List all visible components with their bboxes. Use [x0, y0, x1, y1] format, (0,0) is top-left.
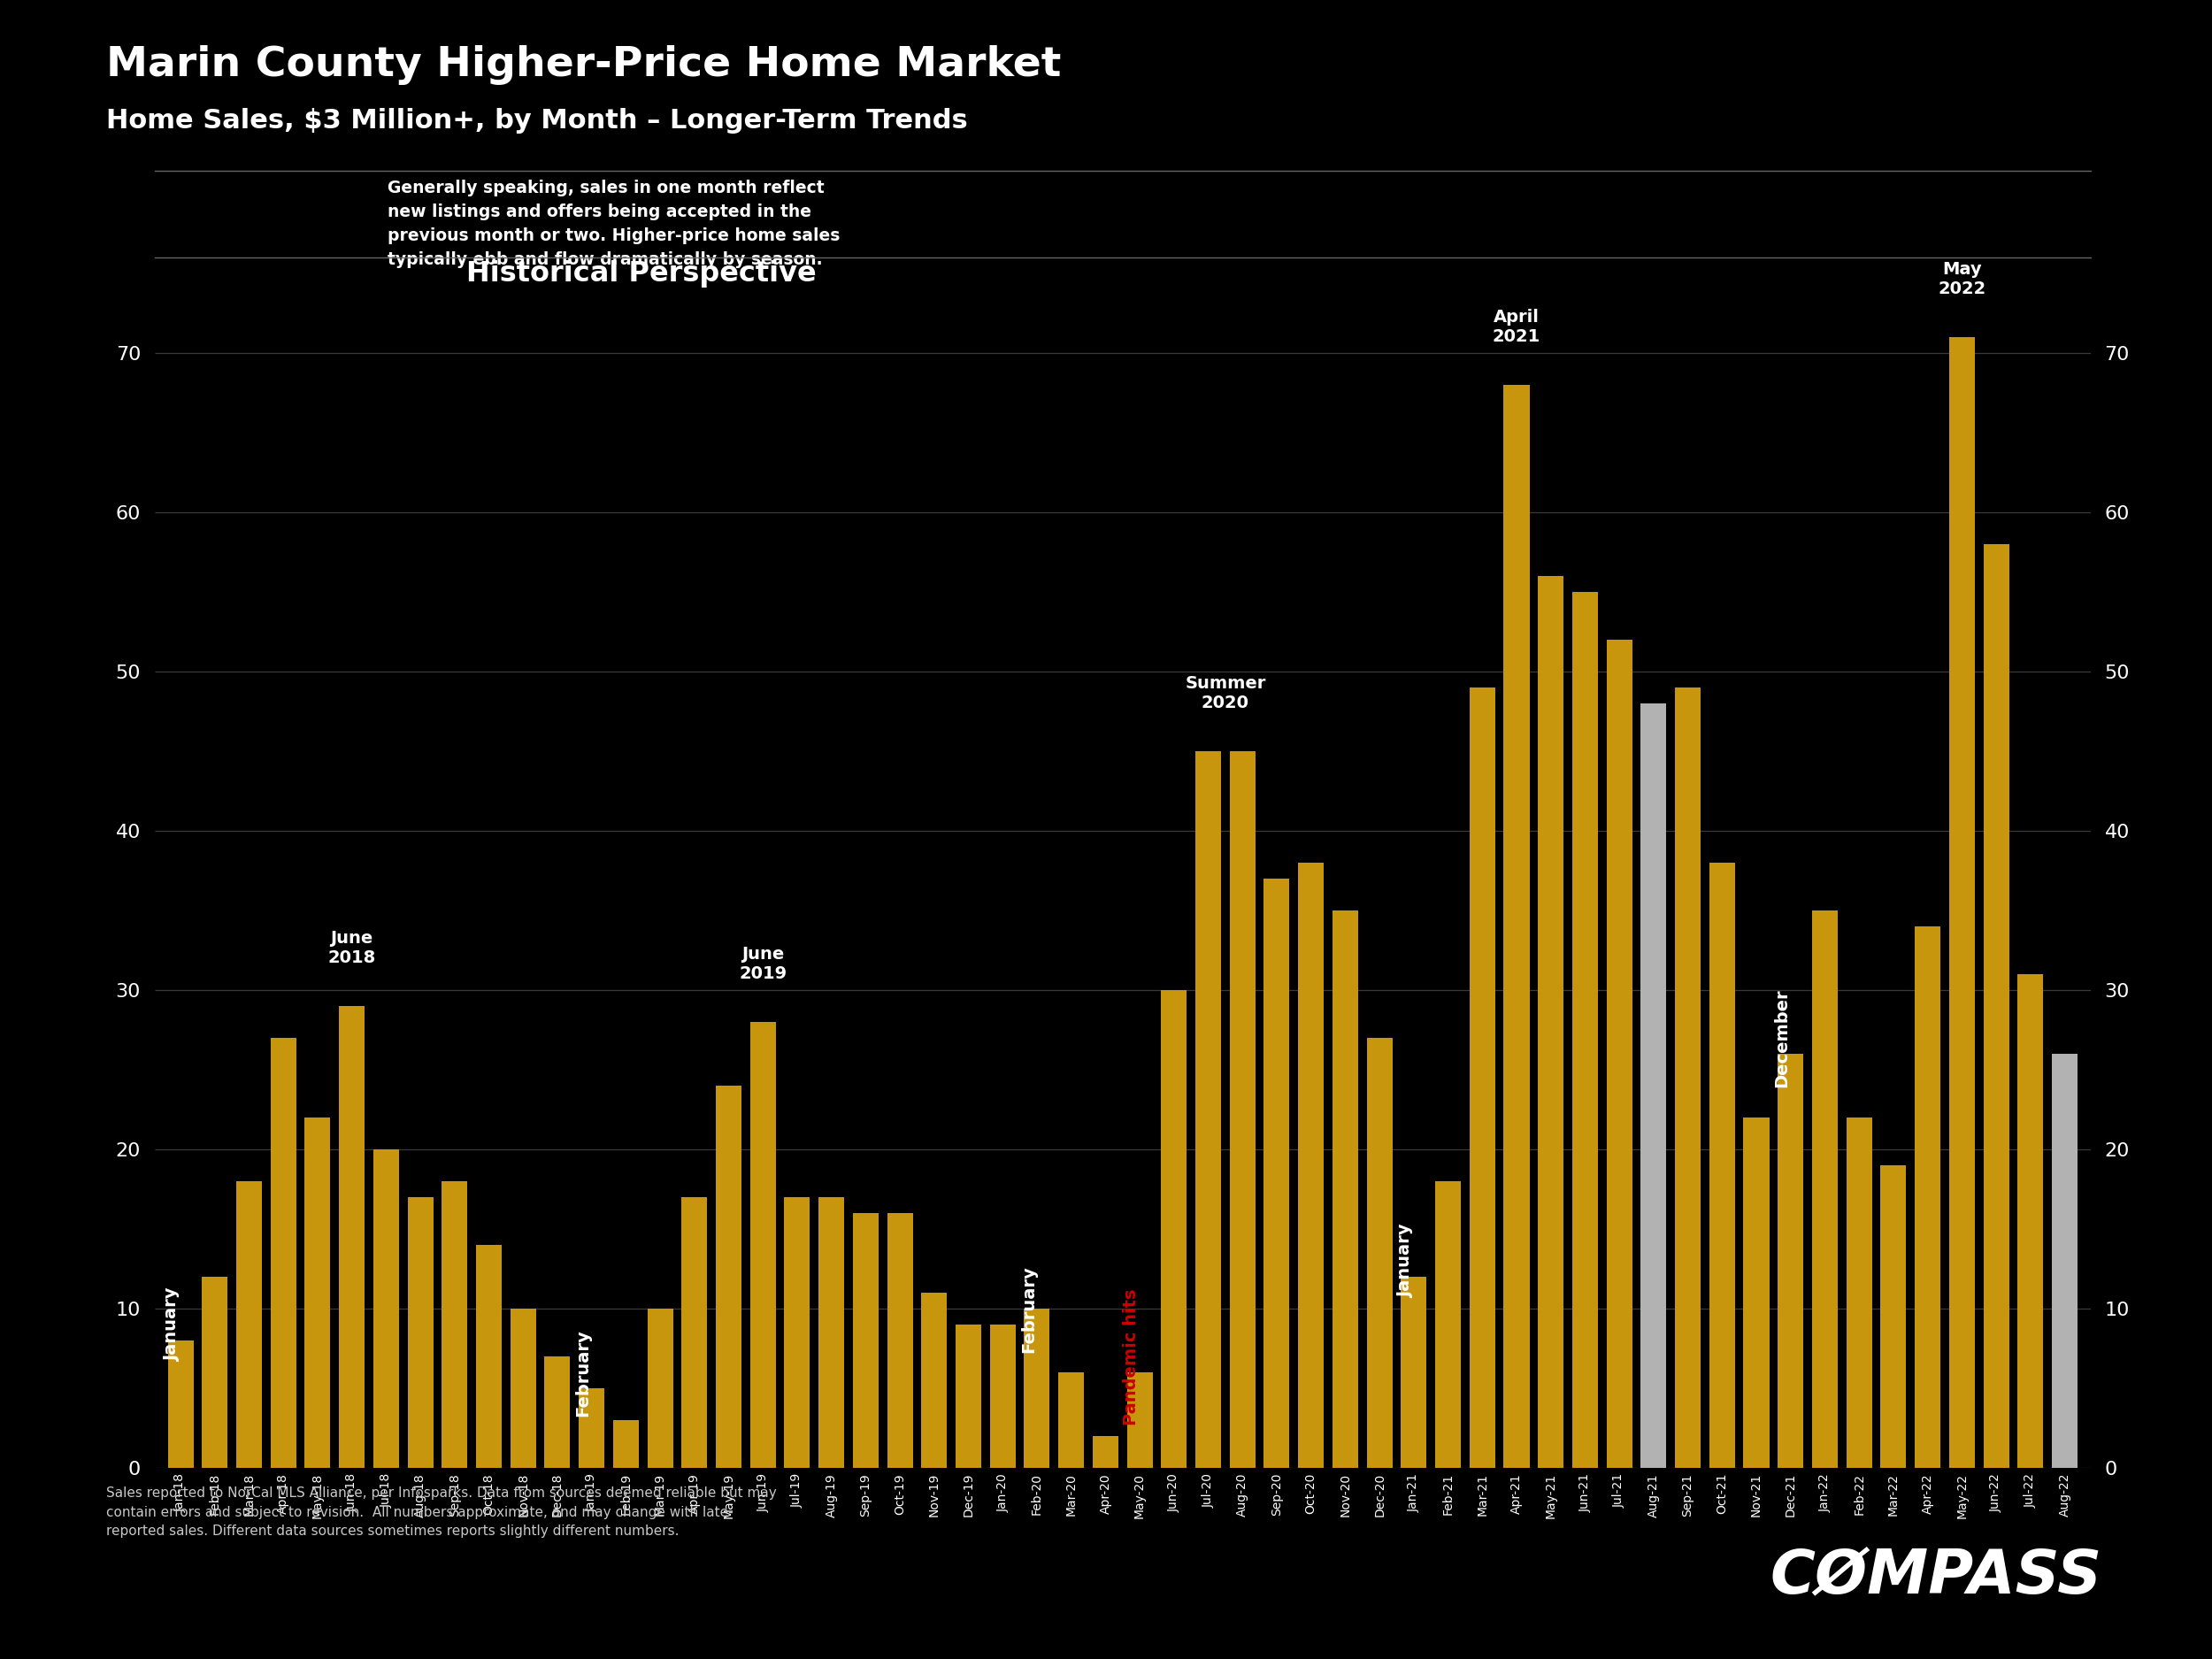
Bar	[1194, 752, 1221, 1468]
Bar	[1298, 863, 1323, 1468]
Bar	[1949, 337, 1975, 1468]
Bar	[544, 1357, 571, 1468]
Bar	[1126, 1372, 1152, 1468]
Bar	[1367, 1039, 1391, 1468]
Text: May
2022: May 2022	[1938, 262, 1986, 297]
Bar	[854, 1213, 878, 1468]
Bar	[989, 1326, 1015, 1468]
Text: June
2018: June 2018	[327, 931, 376, 967]
Bar	[1093, 1437, 1119, 1468]
Text: Generally speaking, sales in one month reflect
new listings and offers being acc: Generally speaking, sales in one month r…	[387, 179, 841, 269]
Bar	[1606, 640, 1632, 1468]
Bar	[1332, 911, 1358, 1468]
Bar	[1573, 592, 1597, 1468]
Bar	[407, 1198, 434, 1468]
Bar	[1400, 1277, 1427, 1468]
Bar	[2017, 974, 2044, 1468]
Bar	[1024, 1309, 1051, 1468]
Bar	[305, 1118, 330, 1468]
Bar	[1916, 927, 1940, 1468]
Bar	[2053, 1053, 2077, 1468]
Bar	[1743, 1118, 1770, 1468]
Text: Sales reported to NorCal MLS Alliance, per Infosparks. Data from sources deemed : Sales reported to NorCal MLS Alliance, p…	[106, 1486, 776, 1538]
Bar	[1537, 576, 1564, 1468]
Bar	[1504, 385, 1528, 1468]
Bar	[717, 1087, 741, 1468]
Bar	[1161, 990, 1188, 1468]
Bar	[887, 1213, 914, 1468]
Bar	[785, 1198, 810, 1468]
Bar	[1469, 688, 1495, 1468]
Bar	[270, 1039, 296, 1468]
Text: April
2021: April 2021	[1493, 309, 1540, 345]
Text: Historical Perspective: Historical Perspective	[467, 260, 816, 289]
Bar	[1812, 911, 1838, 1468]
Text: December: December	[1774, 989, 1790, 1088]
Text: CØMPASS: CØMPASS	[1770, 1546, 2101, 1606]
Bar	[648, 1309, 672, 1468]
Text: February: February	[1020, 1266, 1037, 1352]
Bar	[956, 1326, 982, 1468]
Bar	[1263, 879, 1290, 1468]
Bar	[1641, 703, 1666, 1468]
Bar	[750, 1022, 776, 1468]
Bar	[338, 1007, 365, 1468]
Bar	[613, 1420, 639, 1468]
Text: Home Sales, $3 Million+, by Month – Longer-Term Trends: Home Sales, $3 Million+, by Month – Long…	[106, 108, 969, 133]
Bar	[476, 1246, 502, 1468]
Text: January: January	[164, 1287, 181, 1362]
Bar	[1778, 1053, 1803, 1468]
Bar	[1230, 752, 1256, 1468]
Bar	[442, 1181, 467, 1468]
Bar	[818, 1198, 845, 1468]
Bar	[1057, 1372, 1084, 1468]
Bar	[1880, 1166, 1907, 1468]
Text: June
2019: June 2019	[739, 946, 787, 982]
Bar	[374, 1150, 398, 1468]
Text: January: January	[1398, 1224, 1413, 1297]
Bar	[580, 1389, 604, 1468]
Bar	[511, 1309, 535, 1468]
Bar	[1984, 544, 2008, 1468]
Bar	[201, 1277, 228, 1468]
Bar	[1847, 1118, 1871, 1468]
Bar	[237, 1181, 261, 1468]
Text: Marin County Higher-Price Home Market: Marin County Higher-Price Home Market	[106, 45, 1062, 85]
Bar	[681, 1198, 708, 1468]
Bar	[1710, 863, 1734, 1468]
Bar	[168, 1340, 192, 1468]
Bar	[922, 1292, 947, 1468]
Text: Pandemic hits: Pandemic hits	[1124, 1289, 1139, 1425]
Bar	[1436, 1181, 1460, 1468]
Text: Summer
2020: Summer 2020	[1186, 675, 1265, 712]
Text: February: February	[575, 1329, 591, 1417]
Bar	[1674, 688, 1701, 1468]
